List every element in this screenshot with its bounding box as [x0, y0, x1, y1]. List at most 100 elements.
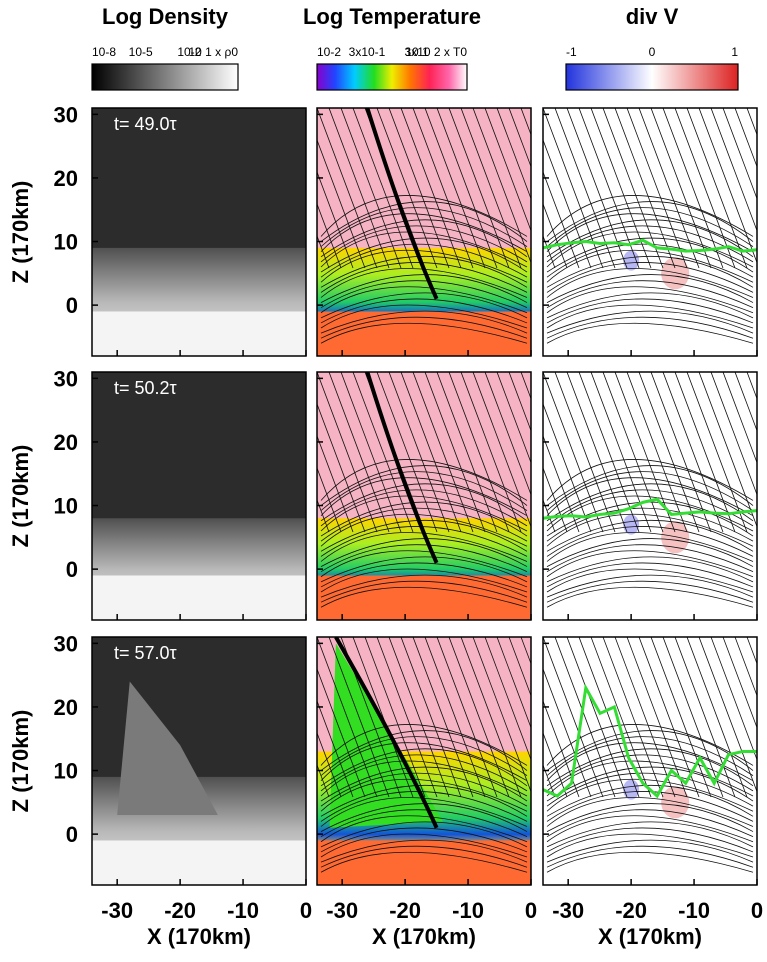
- field-line: [543, 466, 568, 533]
- field-line: [546, 839, 754, 863]
- field-line: [496, 108, 531, 200]
- reconnection-current-sheet: [334, 637, 439, 829]
- field-line: [546, 809, 754, 838]
- field-line: [546, 742, 754, 782]
- field-line: [722, 637, 757, 729]
- field-line: [317, 202, 342, 269]
- field-line: [340, 108, 402, 269]
- colorbar-gradient: [565, 63, 739, 91]
- field-line: [320, 851, 528, 873]
- field-line: [546, 845, 754, 868]
- field-line: [543, 731, 568, 798]
- field-line: [424, 108, 486, 269]
- field-line: [320, 459, 528, 501]
- time-label: t= 50.2τ: [114, 378, 177, 398]
- field-line: [320, 556, 528, 583]
- colorbar-tick-label: 3x10 2 x T0: [405, 45, 468, 59]
- field-line: [320, 748, 528, 787]
- field-line: [546, 550, 754, 578]
- field-line: [320, 833, 528, 858]
- field-line: [388, 637, 450, 798]
- field-line: [320, 766, 528, 802]
- field-line: [674, 637, 736, 798]
- field-line: [320, 532, 528, 562]
- field-line: [320, 316, 528, 339]
- field-line: [710, 372, 757, 496]
- field-line: [546, 532, 754, 562]
- field-line: [722, 108, 757, 200]
- density-photosphere: [92, 840, 306, 885]
- field-line: [320, 574, 528, 598]
- field-line: [546, 292, 754, 319]
- field-line: [472, 108, 531, 264]
- field-line: [320, 742, 528, 782]
- field-line: [317, 637, 378, 798]
- field-line: [472, 372, 531, 528]
- field-line: [546, 459, 754, 501]
- field-line: [328, 108, 390, 269]
- field-line: [424, 637, 486, 798]
- field-line: [320, 322, 528, 344]
- panel-frame: [316, 107, 532, 357]
- field-line: [543, 699, 580, 798]
- field-line: [320, 513, 528, 547]
- field-line: [546, 526, 754, 557]
- x-axis-label: X (170km): [372, 924, 476, 949]
- field-line: [320, 477, 528, 517]
- field-line: [320, 827, 528, 853]
- field-line: [320, 243, 528, 278]
- field-line: [317, 138, 366, 269]
- field-line: [317, 434, 354, 533]
- panel-frame: [542, 371, 758, 621]
- y-tick-label: 10: [54, 759, 78, 784]
- divv-expansion: [623, 779, 640, 800]
- field-line: [320, 213, 528, 253]
- panel-r3-c3: [542, 636, 758, 886]
- field-line: [686, 108, 748, 269]
- field-line: [320, 839, 528, 863]
- field-line: [317, 731, 342, 798]
- field-line: [320, 280, 528, 309]
- y-axis-label: Z (170km): [8, 445, 33, 548]
- field-line: [546, 280, 754, 309]
- x-tick-label: -10: [452, 898, 484, 923]
- field-line: [546, 322, 754, 344]
- field-line: [546, 310, 754, 334]
- field-line: [320, 845, 528, 868]
- panel-r3-c1: t= 57.0τ: [91, 636, 307, 886]
- field-line: [543, 637, 604, 798]
- field-line: [320, 562, 528, 588]
- field-line: [460, 637, 522, 798]
- field-line: [734, 637, 757, 697]
- field-line: [626, 372, 688, 533]
- field-line: [543, 402, 592, 533]
- x-tick-label: -20: [615, 898, 647, 923]
- field-line: [626, 108, 688, 269]
- divv-compression: [661, 786, 690, 819]
- field-line: [317, 466, 342, 533]
- field-line: [698, 108, 757, 264]
- field-line: [546, 736, 754, 776]
- time-label: t= 49.0τ: [114, 114, 177, 134]
- x-tick-label: 0: [525, 898, 537, 923]
- panel-frame: [542, 107, 758, 357]
- field-line: [546, 833, 754, 858]
- field-line: [602, 108, 664, 269]
- reconnection-current-sheet: [365, 372, 439, 564]
- field-line: [546, 791, 754, 822]
- field-line: [484, 372, 531, 496]
- colorbar-title: Log Temperature: [303, 4, 481, 29]
- field-line: [546, 304, 754, 329]
- field-line: [448, 372, 510, 533]
- field-line: [546, 237, 754, 273]
- x-axis-label: X (170km): [598, 924, 702, 949]
- field-line: [546, 471, 754, 511]
- field-line: [317, 108, 378, 269]
- field-line: [320, 772, 528, 807]
- field-line: [320, 736, 528, 776]
- field-line: [566, 372, 628, 533]
- field-line: [320, 292, 528, 319]
- field-line: [320, 286, 528, 314]
- y-tick-label: 0: [66, 822, 78, 847]
- time-label: t= 57.0τ: [114, 643, 177, 663]
